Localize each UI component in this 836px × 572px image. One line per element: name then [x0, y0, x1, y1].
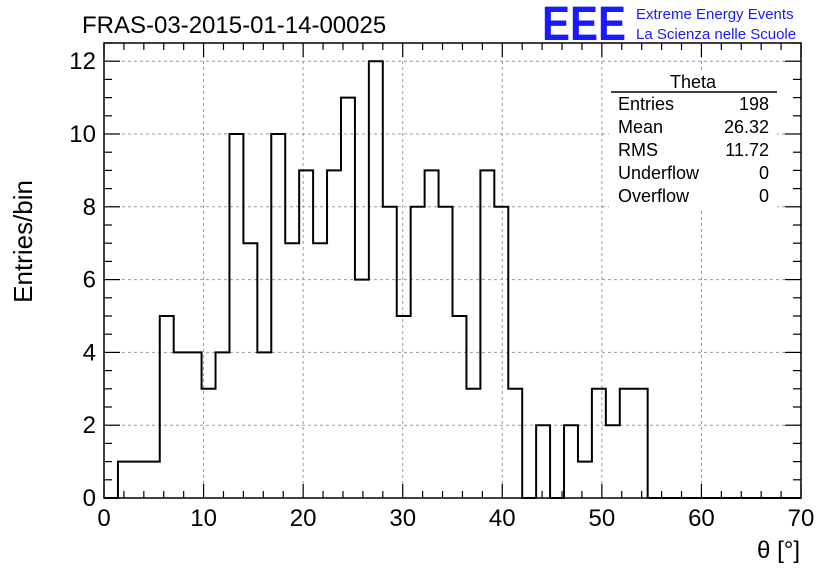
x-tick-label: 30 [389, 505, 416, 532]
stats-row-label: RMS [618, 140, 658, 160]
y-tick-label: 4 [83, 339, 96, 366]
y-tick-label: 12 [69, 48, 96, 75]
x-tick-label: 10 [190, 505, 217, 532]
x-tick-label: 40 [489, 505, 516, 532]
eee-logo-line1: Extreme Energy Events [636, 6, 794, 23]
x-axis-label: θ [°] [757, 537, 800, 564]
stats-row-label: Entries [618, 94, 674, 114]
stats-box: Theta Entries 198 Mean 26.32 RMS 11.72 Underfl… [609, 72, 777, 210]
x-tick-label: 60 [688, 505, 715, 532]
eee-logo: EEE Extreme Energy Events La Scienza nel… [542, 0, 796, 51]
x-tick-labels: 0 10 20 30 40 50 60 70 [97, 505, 814, 532]
chart-title: FRAS-03-2015-01-14-00025 [82, 12, 386, 39]
stats-row-label: Mean [618, 117, 663, 137]
stats-row-value: 11.72 [725, 140, 769, 160]
x-tick-label: 50 [589, 505, 616, 532]
stats-box-rows: Entries 198 Mean 26.32 RMS 11.72 Underflow 0 Ove… [618, 94, 769, 206]
y-tick-label: 6 [83, 267, 96, 294]
y-axis-label: Entries/bin [8, 180, 38, 303]
axis-ticks [103, 42, 802, 499]
stats-row-value: 0 [759, 186, 769, 206]
stats-box-title: Theta [670, 72, 717, 92]
plot-frame [103, 42, 802, 499]
x-tick-label: 0 [97, 505, 110, 532]
stats-row-value: 0 [759, 163, 769, 183]
eee-logo-mark: EEE [542, 0, 626, 51]
stats-box-background [609, 72, 777, 210]
y-tick-label: 8 [83, 194, 96, 221]
stats-row-label: Underflow [618, 163, 700, 183]
x-tick-label: 70 [788, 505, 815, 532]
y-tick-label: 10 [69, 121, 96, 148]
y-tick-label: 0 [83, 485, 96, 512]
stats-row-label: Overflow [618, 186, 690, 206]
y-tick-label: 2 [83, 412, 96, 439]
eee-logo-line2: La Scienza nelle Scuole [636, 26, 796, 43]
histogram-step-line [104, 60, 801, 499]
stats-row-value: 26.32 [724, 117, 769, 137]
x-tick-label: 20 [290, 505, 317, 532]
y-tick-labels: 0 2 4 6 8 10 12 [69, 48, 96, 512]
stats-row-value: 198 [739, 94, 769, 114]
